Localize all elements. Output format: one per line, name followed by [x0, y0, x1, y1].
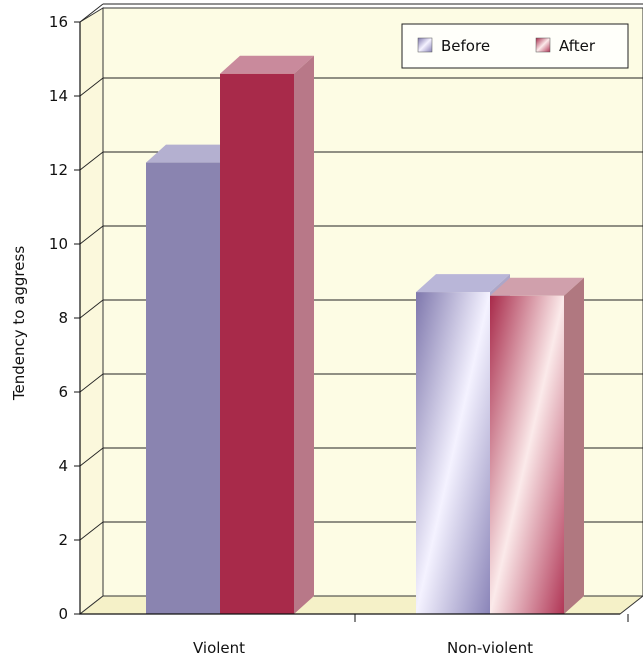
bar-after-non-violent-side	[564, 277, 584, 614]
y-tick-label: 0	[58, 605, 68, 623]
bar-after-violent-side	[294, 55, 314, 615]
gridline-side	[79, 521, 104, 541]
gridline-side	[79, 225, 104, 245]
bars	[146, 55, 584, 615]
y-tick-label: 4	[58, 457, 68, 475]
bar-before-non-violent-top	[416, 274, 510, 293]
legend-label-before: Before	[441, 37, 490, 55]
bar-after-violent	[220, 73, 294, 615]
gridline-side	[79, 151, 104, 171]
y-axis-label: Tendency to aggress	[10, 246, 28, 401]
legend: Before After	[401, 23, 629, 69]
gridline-side	[79, 447, 104, 467]
legend-box	[401, 23, 629, 69]
bar-before-violent	[146, 162, 220, 614]
y-tick-label: 2	[58, 531, 68, 549]
bar-after-non-violent-top	[490, 277, 584, 296]
y-tick-label: 14	[49, 87, 68, 105]
legend-swatch-after	[535, 37, 551, 53]
bar-before-non-violent	[416, 292, 490, 614]
y-tick-label: 10	[49, 235, 68, 253]
bar-before-violent-top	[146, 144, 240, 163]
y-tick-label: 6	[58, 383, 68, 401]
legend-label-after: After	[559, 37, 596, 55]
legend-swatch-before	[417, 37, 433, 53]
gridline-side	[79, 3, 104, 23]
y-tick-label: 12	[49, 161, 68, 179]
y-axis-ticks: 0 2 4 6 8 10 12 14 16	[49, 13, 80, 623]
y-tick-label: 16	[49, 13, 68, 31]
x-category-label-non-violent: Non-violent	[447, 639, 533, 657]
chart-side-wall	[79, 7, 104, 616]
bar-after-violent-top	[220, 55, 314, 74]
gridline-side	[79, 77, 104, 97]
y-tick-label: 8	[58, 309, 68, 327]
gridline-side	[79, 299, 104, 319]
x-category-label-violent: Violent	[193, 639, 245, 657]
bar-after-non-violent	[490, 295, 564, 614]
gridline-side	[79, 373, 104, 393]
